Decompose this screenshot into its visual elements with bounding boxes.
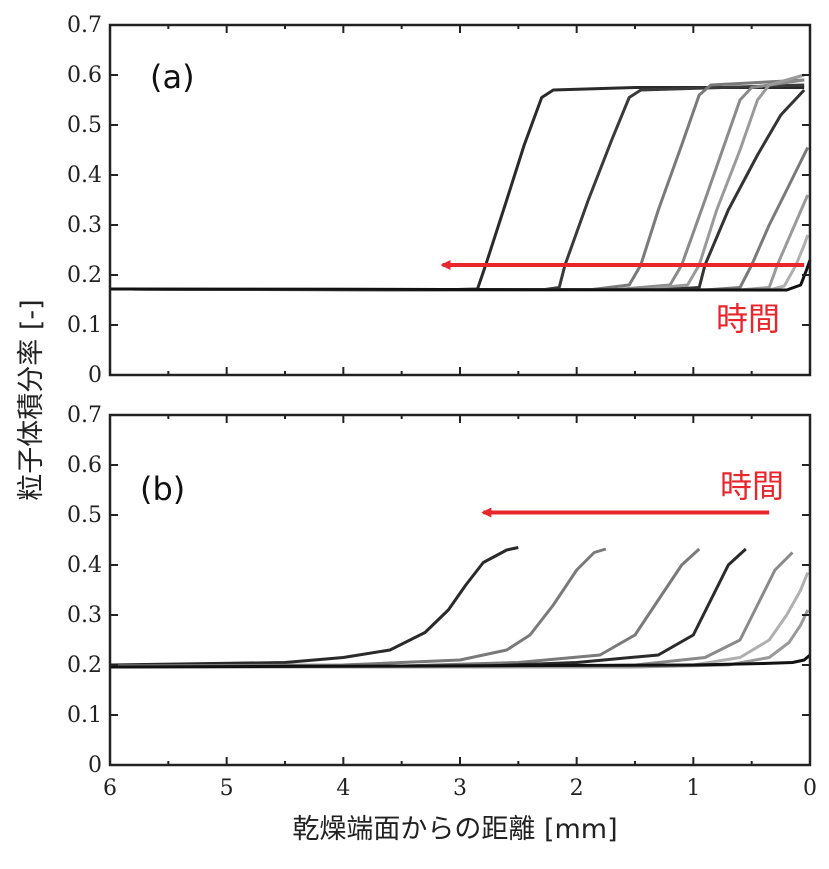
- panel-a-y-tick-label-7: 0.7: [67, 13, 102, 38]
- panel-b-x-tick-label-0: 6: [103, 776, 117, 801]
- panel-b-y-tick-label-5: 0.5: [67, 503, 102, 528]
- panel-b-x-tick-label-4: 2: [570, 776, 584, 801]
- panel-a-y-tick-label-0: 0: [88, 363, 102, 388]
- panel-b-series-3-line: [109, 547, 701, 669]
- panel-b-series-5-line: [110, 551, 794, 669]
- panel-a-series: [109, 73, 812, 292]
- panel-b-x-tick-label-3: 3: [453, 776, 467, 801]
- panel-a-y-tick-label-4: 0.4: [67, 163, 102, 188]
- panel-b-y-tick-label-4: 0.4: [67, 553, 102, 578]
- panel-b-y-tick-label-2: 0.2: [67, 653, 102, 678]
- panel-a-y-tick-label-3: 0.3: [67, 213, 102, 238]
- y-axis-title: 粒子体積分率 [-]: [16, 299, 47, 500]
- panel-b: 0 0.1 0.2 0.3 0.4 0.5 0.6 0.7 6 5 4 3 2 1 0 (b) 時間 乾燥端…: [67, 403, 817, 845]
- panel-b-series-4-line: [110, 547, 747, 669]
- panel-b-x-tick-label-2: 4: [336, 776, 350, 801]
- panel-b-y-tick-label-7: 0.7: [67, 403, 102, 428]
- panel-b-series: [109, 546, 811, 669]
- panel-b-series-2-line: [109, 547, 607, 668]
- panel-b-x-tick-label-1: 5: [220, 776, 234, 801]
- panel-a-series-10-line: [109, 259, 812, 292]
- panel-a-ticks: 0 0.1 0.2 0.3 0.4 0.5 0.6 0.7: [67, 13, 811, 388]
- panel-b-label: (b): [140, 470, 185, 508]
- panel-a-y-tick-label-6: 0.6: [67, 63, 102, 88]
- panel-b-y-tick-label-1: 0.1: [67, 703, 102, 728]
- panel-a: 0 0.1 0.2 0.3 0.4 0.5 0.6 0.7 (a) 時間: [67, 13, 812, 388]
- panel-b-series-1-line: [109, 546, 519, 667]
- panel-b-series-7-line: [110, 609, 810, 669]
- x-axis-title: 乾燥端面からの距離 [mm]: [292, 814, 617, 845]
- panel-b-ticks: 0 0.1 0.2 0.3 0.4 0.5 0.6 0.7 6 5 4 3 2 1 0: [67, 403, 817, 801]
- panel-b-y-tick-label-3: 0.3: [67, 603, 102, 628]
- panel-a-y-tick-label-5: 0.5: [67, 113, 102, 138]
- panel-b-y-tick-label-6: 0.6: [67, 453, 102, 478]
- panel-b-frame: [108, 413, 812, 767]
- panel-a-series-5-line: [109, 73, 805, 292]
- panel-b-series-8-line: [109, 653, 811, 669]
- panel-b-series-6-line: [110, 571, 810, 669]
- panel-b-time-label: 時間: [720, 467, 784, 505]
- panel-b-x-tick-label-5: 1: [686, 776, 700, 801]
- panel-a-y-tick-label-2: 0.2: [67, 263, 102, 288]
- panel-a-label: (a): [150, 58, 195, 96]
- panel-a-y-tick-label-1: 0.1: [67, 313, 102, 338]
- panel-b-y-tick-label-0: 0: [88, 753, 102, 778]
- panel-b-x-tick-label-6: 0: [803, 776, 817, 801]
- panel-a-time-label: 時間: [716, 300, 780, 338]
- panel-a-series-9-line: [109, 234, 810, 292]
